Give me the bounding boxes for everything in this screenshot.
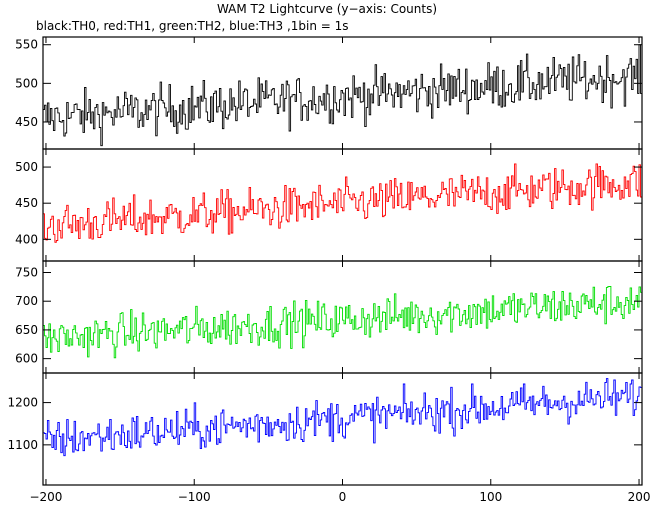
chart-title: WAM T2 Lightcurve (y−axis: Counts): [216, 2, 438, 16]
y-tick-label: 550: [15, 38, 38, 52]
x-tick-label: −100: [178, 490, 211, 504]
y-tick-label: 700: [15, 294, 38, 308]
x-tick-label: 0: [339, 490, 347, 504]
panel-frame-th1: [42, 148, 643, 262]
y-tick-label: 500: [15, 160, 38, 174]
series-th3: [43, 378, 642, 457]
series-th2: [43, 285, 642, 359]
series-th0: [43, 44, 642, 147]
y-tick-label: 600: [15, 352, 38, 366]
y-tick-label: 450: [15, 196, 38, 210]
y-tick-label: 500: [15, 76, 38, 90]
chart-subtitle: black:TH0, red:TH1, green:TH2, blue:TH3 …: [36, 19, 349, 33]
x-tick-label: 100: [479, 490, 502, 504]
series-th1: [43, 163, 642, 243]
y-tick-label: 1100: [7, 438, 38, 452]
x-tick-label: 200: [628, 490, 651, 504]
x-tick-label: −200: [29, 490, 62, 504]
y-tick-label: 450: [15, 115, 38, 129]
y-tick-label: 650: [15, 323, 38, 337]
y-tick-label: 1200: [7, 396, 38, 410]
y-tick-label: 400: [15, 232, 38, 246]
y-tick-label: 750: [15, 265, 38, 279]
